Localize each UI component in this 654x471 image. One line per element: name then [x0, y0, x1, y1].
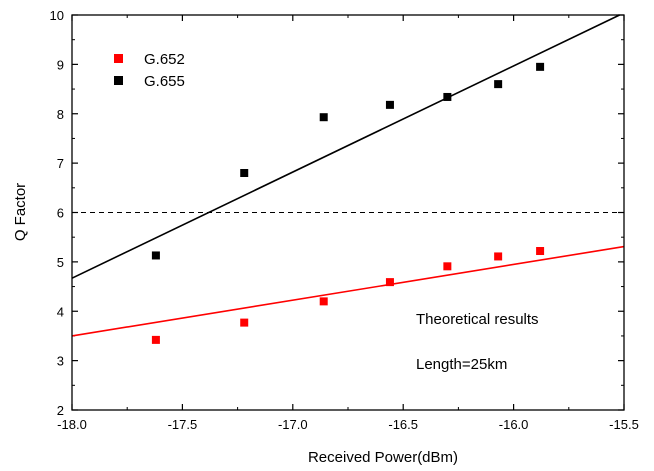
data-layer — [71, 14, 625, 344]
legend: G.652 G.655 — [114, 51, 185, 90]
y-tick-label: 3 — [57, 354, 64, 369]
data-point — [151, 335, 160, 344]
y-tick-label: 5 — [57, 255, 64, 270]
data-point — [385, 100, 394, 109]
data-point — [443, 92, 452, 101]
annotations: Theoretical results Length=25km — [416, 311, 539, 373]
axis-ticks: -18.0 -17.5 -17.0 -16.5 -16.0 -15.5 2 3 4 5 6 7 8 9 10 — [50, 8, 639, 432]
x-tick-label: -17.5 — [168, 417, 198, 432]
y-axis-title: Q Factor — [12, 183, 29, 241]
data-point — [240, 318, 249, 327]
legend-label: G.652 — [144, 51, 185, 68]
plot-frame — [71, 14, 625, 411]
data-point — [443, 262, 452, 271]
y-tick-label: 6 — [57, 206, 64, 221]
y-tick-label: 10 — [50, 8, 64, 23]
legend-label: G.655 — [144, 73, 185, 90]
x-axis-title: Received Power(dBm) — [308, 449, 458, 466]
y-tick-label: 9 — [57, 57, 64, 72]
y-tick-label: 2 — [57, 403, 64, 418]
y-tick-label: 8 — [57, 107, 64, 122]
fit-line — [71, 245, 625, 337]
data-point — [319, 113, 328, 122]
y-tick-label: 7 — [57, 156, 64, 171]
data-point — [385, 278, 394, 287]
x-tick-label: -16.0 — [499, 417, 529, 432]
x-tick-label: -17.0 — [278, 417, 308, 432]
fit-line — [71, 14, 620, 279]
annotation-text: Length=25km — [416, 356, 507, 373]
data-point — [494, 80, 503, 89]
data-point — [151, 251, 160, 260]
data-point — [240, 169, 249, 177]
legend-marker — [114, 76, 123, 85]
annotation-text: Theoretical results — [416, 311, 539, 328]
data-point — [536, 62, 545, 71]
x-tick-label: -15.5 — [609, 417, 639, 432]
data-point — [319, 297, 328, 306]
y-tick-label: 4 — [57, 304, 64, 319]
x-tick-label: -16.5 — [388, 417, 418, 432]
data-point — [494, 252, 503, 261]
legend-marker — [114, 54, 123, 63]
data-point — [536, 247, 545, 256]
x-tick-label: -18.0 — [57, 417, 87, 432]
